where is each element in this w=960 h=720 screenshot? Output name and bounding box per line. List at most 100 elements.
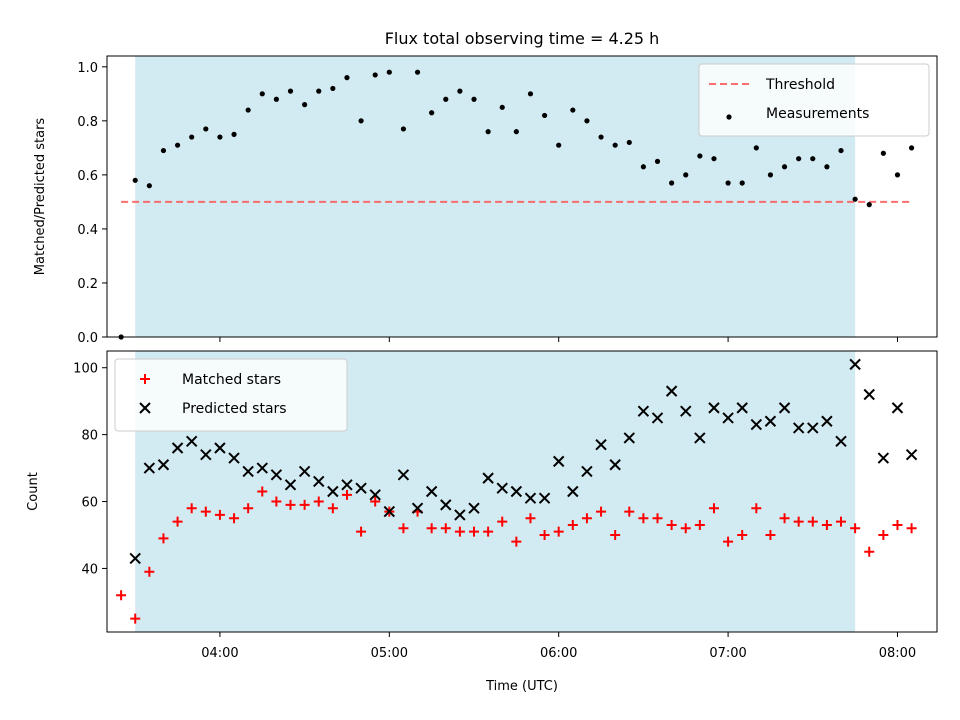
y-tick-label: 0.2: [77, 277, 98, 292]
measurement-point: [781, 164, 788, 170]
matched-star-point: [892, 519, 903, 530]
measurement-point: [372, 72, 378, 78]
matched-star-point: [313, 496, 324, 507]
x-tick-label: 07:00: [709, 646, 746, 661]
legend-box: [698, 63, 930, 137]
measurement-point: [287, 88, 294, 94]
matched-star-point: [906, 523, 917, 534]
measurement-point: [471, 96, 477, 102]
measurement-point: [739, 180, 745, 186]
x-tick-label: 06:00: [540, 646, 577, 661]
matched-star-point: [850, 523, 861, 534]
predicted-star-point: [369, 489, 381, 501]
measurement-point: [796, 156, 802, 162]
matched-star-point: [821, 519, 832, 530]
matched-star-point: [666, 519, 677, 530]
measurement-point: [132, 177, 138, 183]
predicted-star-point: [524, 492, 537, 504]
matched-star-point: [779, 513, 790, 524]
predicted-star-point: [482, 472, 494, 484]
matched-star-point: [158, 533, 169, 544]
predicted-star-point: [567, 485, 579, 498]
predicted-star-point: [863, 388, 875, 401]
predicted-star-point: [651, 412, 664, 424]
matched-star-point: [878, 529, 889, 540]
x-tick-label: 05:00: [371, 646, 408, 661]
matched-star-point: [765, 529, 776, 540]
axes-frame: [106, 55, 938, 338]
y-tick-label: 0.6: [77, 169, 98, 184]
legend-measurement-swatch: [726, 114, 732, 120]
predicted-star-point: [623, 432, 635, 444]
top-panel: 0.0 0.2 0.4 0.6 0.8 1.0 Matched/Predicted star…: [33, 55, 938, 346]
matched-star-point: [172, 516, 183, 527]
y-tick-label: 60: [81, 496, 98, 511]
matched-star-point: [144, 566, 155, 577]
matched-star-point: [200, 506, 211, 517]
predicted-star-point: [411, 502, 424, 514]
predicted-star-point: [750, 418, 763, 431]
predicted-star-point: [581, 465, 593, 478]
measurement-point: [683, 172, 689, 178]
y-tick-label: 0.4: [77, 223, 98, 238]
measurement-point: [259, 91, 265, 97]
measurement-point: [908, 145, 915, 151]
measurement-point: [245, 107, 251, 113]
matched-star-point: [539, 529, 550, 540]
matched-star-point: [243, 503, 254, 514]
predicted-star-point: [397, 469, 410, 481]
matched-star-point: [567, 519, 578, 530]
predicted-star-point: [327, 485, 339, 498]
measurement-point: [654, 158, 661, 164]
predicted-star-point: [496, 482, 508, 494]
predicted-star-point: [171, 442, 184, 454]
predicted-star-point: [440, 499, 452, 511]
bottom-panel: 04:00 05:00 06:00 07:00 08:00 40 60 80 100 Count M…: [26, 350, 938, 661]
predicted-star-point: [821, 415, 833, 427]
x-axis-label: Time (UTC): [485, 679, 558, 694]
predicted-star-point: [552, 455, 565, 468]
predicted-star-point: [256, 462, 268, 474]
predicted-star-point: [736, 402, 748, 414]
measurement-point: [386, 69, 392, 75]
matched-star-point: [807, 516, 818, 527]
matched-star-point: [116, 590, 127, 601]
measurement-point: [443, 96, 449, 102]
measurement-point: [414, 69, 421, 75]
measurement-point: [189, 134, 195, 140]
measurement-point: [231, 131, 237, 137]
predicted-star-point: [157, 459, 170, 471]
measurement-point: [302, 102, 308, 108]
measurement-point: [316, 88, 322, 94]
measurement-point: [556, 142, 562, 148]
legend-label: Predicted stars: [182, 401, 287, 417]
measurement-point: [570, 107, 576, 113]
predicted-star-point: [454, 509, 466, 521]
predicted-star-point: [708, 402, 720, 414]
matched-star-point: [186, 503, 197, 514]
predicted-star-point: [242, 465, 254, 478]
predicted-star-point: [185, 435, 198, 448]
matched-star-point: [469, 526, 480, 537]
predicted-star-point: [891, 402, 904, 414]
matched-star-point: [454, 526, 465, 537]
legend-label: Measurements: [766, 106, 869, 122]
matched-star-point: [356, 526, 367, 537]
matched-star-point: [723, 536, 734, 547]
measurement-point: [767, 172, 774, 178]
matched-star-point: [638, 513, 649, 524]
matched-star-point: [596, 506, 607, 517]
measurement-point: [852, 196, 858, 202]
matched-star-point: [751, 503, 762, 514]
matched-star-point: [737, 529, 748, 540]
predicted-star-point: [425, 485, 438, 498]
legend-label: Threshold: [765, 77, 835, 93]
measurement-point: [838, 147, 844, 154]
legend-matched-swatch: [140, 374, 150, 384]
matched-star-point: [553, 526, 564, 537]
predicted-star-point: [722, 412, 734, 424]
measurement-point: [880, 150, 886, 156]
matched-star-point: [257, 486, 268, 497]
predicted-star-point: [228, 452, 240, 464]
